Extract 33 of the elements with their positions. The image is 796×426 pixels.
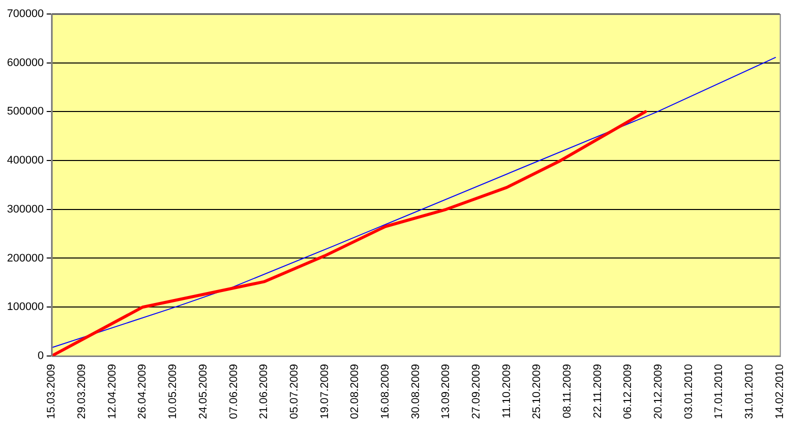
x-tick-label: 21.06.2009: [258, 364, 270, 420]
y-tick-label: 700000: [6, 8, 44, 20]
x-tick-label: 10.05.2009: [167, 364, 180, 420]
y-tick-label: 200000: [6, 252, 44, 264]
y-tick-label: 600000: [6, 56, 44, 69]
x-tick-label: 30.08.2009: [410, 364, 422, 420]
x-tick-label: 17.01.2010: [713, 364, 726, 420]
x-tick-label: 25.10.2009: [531, 364, 544, 420]
x-tick-label: 08.11.2009: [561, 364, 574, 418]
x-tick-label: 05.07.2009: [288, 364, 300, 420]
x-tick-label: 06.12.2009: [622, 364, 634, 420]
x-tick-label: 03.01.2010: [682, 364, 695, 420]
x-tick-label: 14.02.2010: [774, 364, 786, 420]
x-tick-label: 16.08.2009: [379, 364, 392, 420]
x-tick-label: 02.08.2009: [349, 364, 362, 420]
x-tick-label: 24.05.2009: [197, 364, 210, 420]
y-tick-label: 500000: [6, 106, 44, 118]
x-tick-label: 12.04.2009: [106, 364, 118, 420]
x-tick-label: 13.09.2009: [440, 364, 452, 420]
y-tick-label: 300000: [6, 203, 44, 216]
y-tick-label: 0: [38, 350, 44, 362]
x-tick-label: 27.09.2009: [470, 364, 482, 420]
x-tick-label: 22.11.2009: [592, 364, 604, 418]
x-tick-label: 29.03.2009: [76, 364, 88, 420]
x-tick-label: 19.07.2009: [318, 364, 331, 420]
y-tick-label: 400000: [6, 154, 44, 167]
x-tick-label: 31.01.2010: [743, 364, 756, 420]
x-tick-label: 26.04.2009: [136, 364, 149, 420]
x-tick-label: 15.03.2009: [46, 364, 58, 420]
x-tick-label: 20.12.2009: [652, 364, 664, 420]
x-tick-label: 07.06.2009: [228, 364, 240, 420]
x-tick-label: 11.10.2009: [500, 364, 513, 418]
y-tick-label: 100000: [6, 301, 44, 314]
